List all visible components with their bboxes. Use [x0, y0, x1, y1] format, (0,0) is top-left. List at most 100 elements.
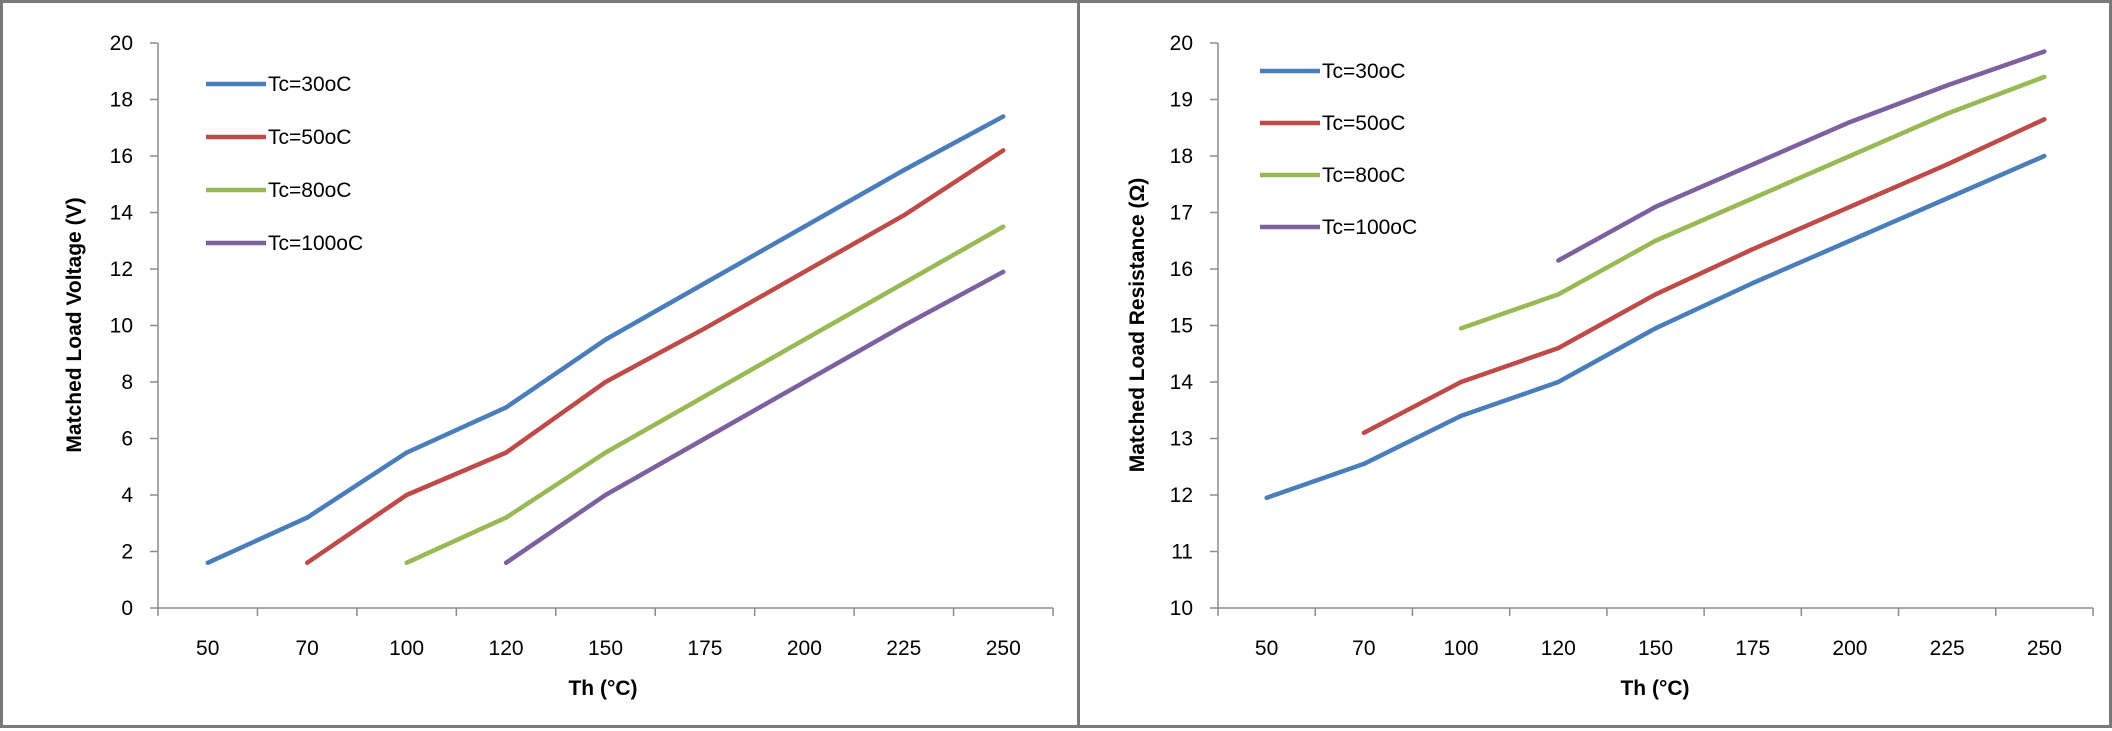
- y-axis-title: Matched Load Voltage (V): [63, 197, 86, 452]
- data-point-tc-50oc: [1944, 162, 1950, 167]
- x-tick-label: 70: [295, 637, 318, 660]
- data-point-tc-80oc: [404, 560, 409, 565]
- legend-label-tc-80oc: Tc=80oC: [1322, 164, 1405, 187]
- data-point-tc-100oc: [702, 436, 708, 441]
- voltage-chart: 0 2 4 6 8 10 12 14 16 18 20 50 70 100 120 150 175 200 225 2…: [63, 32, 1054, 700]
- x-tick-label: 120: [489, 637, 524, 660]
- voltage-chart-panel: 0 2 4 6 8 10 12 14 16 18 20 50 70 100 120 150 175 200 225 2…: [0, 0, 1080, 728]
- series-line-tc-50oc: [305, 148, 1005, 565]
- data-point-tc-50oc: [802, 269, 807, 275]
- x-tick-label: 175: [1735, 637, 1770, 660]
- data-point-tc-100oc: [1944, 83, 1950, 88]
- legend-label-tc-50oc: Tc=50oC: [1322, 112, 1405, 135]
- x-axis-title: Th (°C): [568, 677, 637, 700]
- y-tick-label: 2: [121, 541, 133, 564]
- data-point-tc-50oc: [603, 379, 608, 385]
- data-point-tc-80oc: [1556, 292, 1561, 297]
- data-point-tc-30oc: [603, 337, 608, 342]
- x-tick-label: 225: [886, 637, 921, 660]
- legend-label-tc-50oc: Tc=50oC: [268, 126, 351, 149]
- data-point-tc-30oc: [1556, 379, 1561, 385]
- legend-label-tc-100oc: Tc=100oC: [268, 232, 363, 255]
- y-tick-label: 10: [110, 315, 133, 338]
- data-point-tc-30oc: [503, 405, 509, 410]
- data-point-tc-80oc: [603, 450, 608, 455]
- data-point-tc-30oc: [1361, 461, 1367, 467]
- y-tick-label: 16: [110, 145, 133, 168]
- y-tick-label: 13: [1170, 428, 1193, 451]
- legend-label-tc-100oc: Tc=100oC: [1322, 216, 1417, 239]
- data-point-tc-100oc: [901, 323, 907, 328]
- data-point-tc-100oc: [802, 379, 807, 385]
- data-point-tc-80oc: [802, 337, 807, 342]
- y-tick-label: 14: [110, 202, 134, 225]
- series-line-tc-80oc: [1460, 74, 2046, 331]
- data-point-tc-80oc: [503, 515, 509, 520]
- y-tick-label: 6: [121, 428, 133, 451]
- legend-label-tc-30oc: Tc=30oC: [1322, 60, 1405, 83]
- x-tick-label: 150: [1638, 637, 1673, 660]
- data-point-tc-50oc: [702, 326, 708, 331]
- y-tick-label: 19: [1170, 89, 1193, 112]
- y-tick-label: 10: [1170, 597, 1193, 620]
- y-tick-label: 14: [1170, 371, 1194, 394]
- y-tick-label: 20: [110, 32, 133, 55]
- data-point-tc-100oc: [503, 560, 509, 565]
- y-tick-label: 15: [1170, 315, 1193, 338]
- data-point-tc-80oc: [1750, 196, 1755, 201]
- data-point-tc-30oc: [1750, 280, 1755, 286]
- data-point-tc-30oc: [1847, 238, 1853, 243]
- resistance-chart-panel: 10 11 12 13 14 15 16 17 18 19 20 50 70 100 120 150 175 20…: [1077, 0, 2112, 728]
- y-tick-label: 18: [110, 89, 133, 112]
- y-tick-label: 17: [1170, 202, 1193, 225]
- y-tick-label: 18: [1170, 145, 1193, 168]
- x-tick-label: 100: [1444, 637, 1479, 660]
- data-point-tc-30oc: [205, 560, 210, 565]
- data-point-tc-80oc: [901, 280, 907, 286]
- x-axis-title: Th (°C): [1620, 677, 1689, 700]
- data-point-tc-50oc: [1653, 292, 1658, 297]
- data-point-tc-80oc: [1458, 326, 1464, 331]
- data-point-tc-30oc: [304, 515, 310, 520]
- y-tick-label: 16: [1170, 258, 1193, 281]
- x-tick-label: 250: [986, 637, 1021, 660]
- data-point-tc-100oc: [1653, 204, 1658, 210]
- data-point-tc-50oc: [1001, 148, 1006, 153]
- data-point-tc-30oc: [1653, 326, 1658, 331]
- data-point-tc-30oc: [901, 167, 907, 173]
- y-tick-label: 12: [110, 258, 133, 281]
- x-tick-label: 200: [1832, 637, 1867, 660]
- data-point-tc-50oc: [1556, 345, 1561, 351]
- y-tick-label: 11: [1171, 541, 1193, 564]
- data-point-tc-50oc: [503, 450, 509, 455]
- data-point-tc-50oc: [1361, 430, 1367, 436]
- data-point-tc-30oc: [1001, 114, 1006, 119]
- data-point-tc-50oc: [901, 213, 907, 218]
- y-tick-label: 8: [121, 371, 133, 394]
- x-tick-label: 200: [787, 637, 822, 660]
- data-point-tc-50oc: [1458, 379, 1464, 385]
- x-tick-label: 70: [1352, 637, 1375, 660]
- data-point-tc-100oc: [2042, 49, 2047, 54]
- data-point-tc-30oc: [404, 450, 409, 455]
- y-axis-title: Matched Load Resistance (Ω): [1126, 178, 1149, 473]
- data-point-tc-100oc: [1750, 162, 1755, 167]
- data-point-tc-30oc: [1264, 495, 1269, 501]
- series-line-tc-100oc: [504, 269, 1005, 565]
- data-point-tc-50oc: [1750, 247, 1755, 252]
- y-tick-label: 20: [1170, 32, 1193, 55]
- x-tick-label: 250: [2027, 637, 2062, 660]
- data-point-tc-100oc: [1001, 269, 1006, 275]
- x-tick-label: 175: [687, 637, 722, 660]
- data-point-tc-100oc: [1556, 258, 1561, 263]
- data-point-tc-80oc: [1001, 224, 1006, 229]
- series-line-tc-100oc: [1557, 49, 2046, 263]
- x-tick-label: 150: [588, 637, 623, 660]
- data-point-tc-30oc: [1944, 196, 1950, 201]
- data-point-tc-30oc: [702, 280, 708, 286]
- data-point-tc-50oc: [304, 560, 310, 565]
- data-point-tc-80oc: [2042, 74, 2047, 80]
- data-point-tc-100oc: [603, 492, 608, 498]
- data-point-tc-50oc: [2042, 117, 2047, 122]
- data-point-tc-80oc: [1944, 111, 1950, 116]
